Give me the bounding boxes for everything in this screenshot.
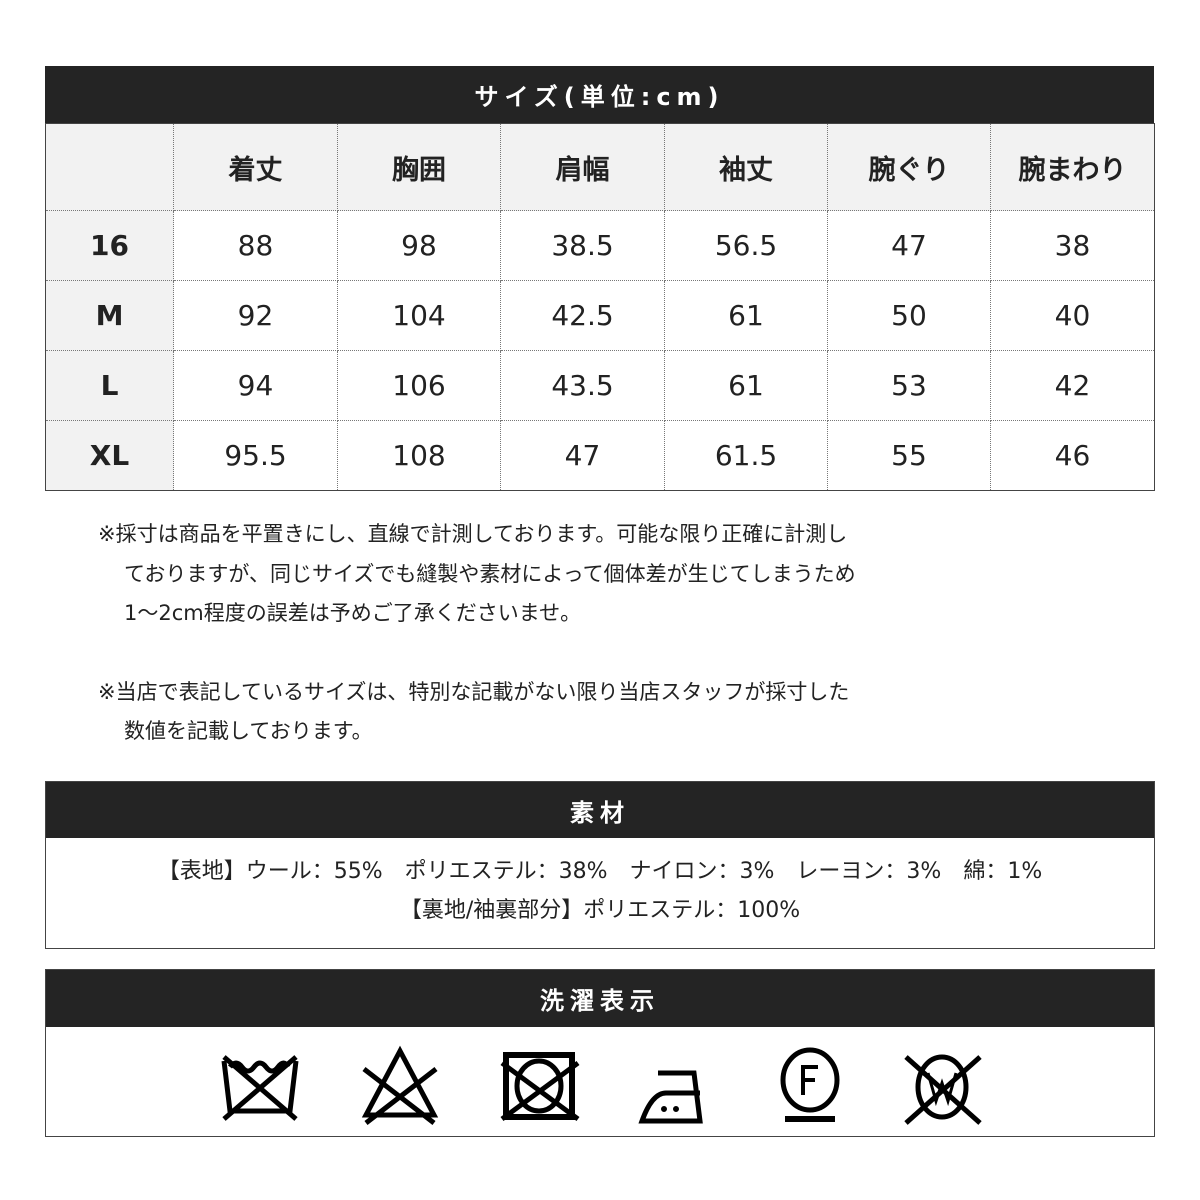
note-line: 数値を記載しております。 xyxy=(124,719,373,743)
table-cell: 106 xyxy=(337,350,501,421)
size-notes: ※採寸は商品を平置きにし、直線で計測しております。可能な限り正確に計測し ており… xyxy=(98,515,856,791)
table-cell: 46 xyxy=(990,420,1155,491)
table-cell: 42 xyxy=(990,350,1155,421)
iron-medium-icon xyxy=(638,1070,703,1124)
table-row: XL 95.5 108 47 61.5 55 46 xyxy=(45,420,1155,491)
header-cell: 袖丈 xyxy=(664,123,828,211)
table-cell: 88 xyxy=(173,210,338,281)
header-cell: 着丈 xyxy=(173,123,338,211)
note-line: ておりますが、同じサイズでも縫製や素材によって個体差が生じてしまうため xyxy=(124,561,856,586)
header-cell: 胸囲 xyxy=(337,123,501,211)
note-line: ※採寸は商品を平置きにし、直線で計測しております。可能な限り正確に計測し xyxy=(98,522,848,546)
header-cell xyxy=(45,123,174,211)
note-line: 1～2cm程度の誤差は予めご了承くださいませ。 xyxy=(124,601,582,625)
table-header-row: 着丈 胸囲 肩幅 袖丈 腕ぐり 腕まわり xyxy=(45,123,1155,211)
table-cell: 61 xyxy=(664,350,828,421)
header-cell: 肩幅 xyxy=(500,123,665,211)
table-cell: 38.5 xyxy=(500,210,665,281)
table-cell: 55 xyxy=(827,420,991,491)
material-line-lining: 【裏地/袖裏部分】ポリエステル：100% xyxy=(399,898,801,923)
table-cell: 42.5 xyxy=(500,280,665,351)
washing-section: 洗濯表示 xyxy=(45,969,1155,1137)
table-cell: 53 xyxy=(827,350,991,421)
washing-title: 洗濯表示 xyxy=(46,970,1154,1027)
material-line-outer: 【表地】ウール：55% ポリエステル：38% ナイロン：3% レーヨン：3% 綿… xyxy=(157,859,1043,884)
size-table: 着丈 胸囲 肩幅 袖丈 腕ぐり 腕まわり 16 88 98 38.5 56.5 … xyxy=(45,123,1155,491)
no-wash-icon xyxy=(221,1055,299,1121)
table-cell: 47 xyxy=(827,210,991,281)
table-cell: 40 xyxy=(990,280,1155,351)
header-cell: 腕ぐり xyxy=(827,123,991,211)
table-cell: 43.5 xyxy=(500,350,665,421)
size-label: M xyxy=(45,280,174,351)
table-cell: 108 xyxy=(337,420,501,491)
table-row: L 94 106 43.5 61 53 42 xyxy=(45,350,1155,421)
table-cell: 92 xyxy=(173,280,338,351)
table-cell: 95.5 xyxy=(173,420,338,491)
note-store-sizes: ※当店で表記しているサイズは、特別な記載がない限り当店スタッフが採寸した 数値を… xyxy=(98,673,856,752)
table-cell: 50 xyxy=(827,280,991,351)
table-cell: 94 xyxy=(173,350,338,421)
table-cell: 38 xyxy=(990,210,1155,281)
table-cell: 61 xyxy=(664,280,828,351)
table-cell: 104 xyxy=(337,280,501,351)
note-measurement: ※採寸は商品を平置きにし、直線で計測しております。可能な限り正確に計測し ており… xyxy=(98,515,856,634)
size-label: L xyxy=(45,350,174,421)
no-bleach-icon xyxy=(361,1045,439,1125)
table-cell: 61.5 xyxy=(664,420,828,491)
dry-clean-f-icon xyxy=(780,1047,840,1122)
size-label: XL xyxy=(45,420,174,491)
note-line: ※当店で表記しているサイズは、特別な記載がない限り当店スタッフが採寸した xyxy=(98,679,850,704)
table-row: 16 88 98 38.5 56.5 47 38 xyxy=(45,210,1155,281)
table-cell: 98 xyxy=(337,210,501,281)
care-icons xyxy=(0,1045,1200,1125)
material-section: 素材 【表地】ウール：55% ポリエステル：38% ナイロン：3% レーヨン：3… xyxy=(45,781,1155,949)
no-wet-clean-icon xyxy=(904,1054,982,1125)
size-table-title: サイズ(単位:cm) xyxy=(45,66,1154,123)
table-cell: 47 xyxy=(500,420,665,491)
size-label: 16 xyxy=(45,210,174,281)
table-cell: 56.5 xyxy=(664,210,828,281)
table-row: M 92 104 42.5 61 50 40 xyxy=(45,280,1155,351)
material-title: 素材 xyxy=(46,782,1154,838)
header-cell: 腕まわり xyxy=(990,123,1155,211)
no-tumble-dry-icon xyxy=(500,1052,580,1122)
